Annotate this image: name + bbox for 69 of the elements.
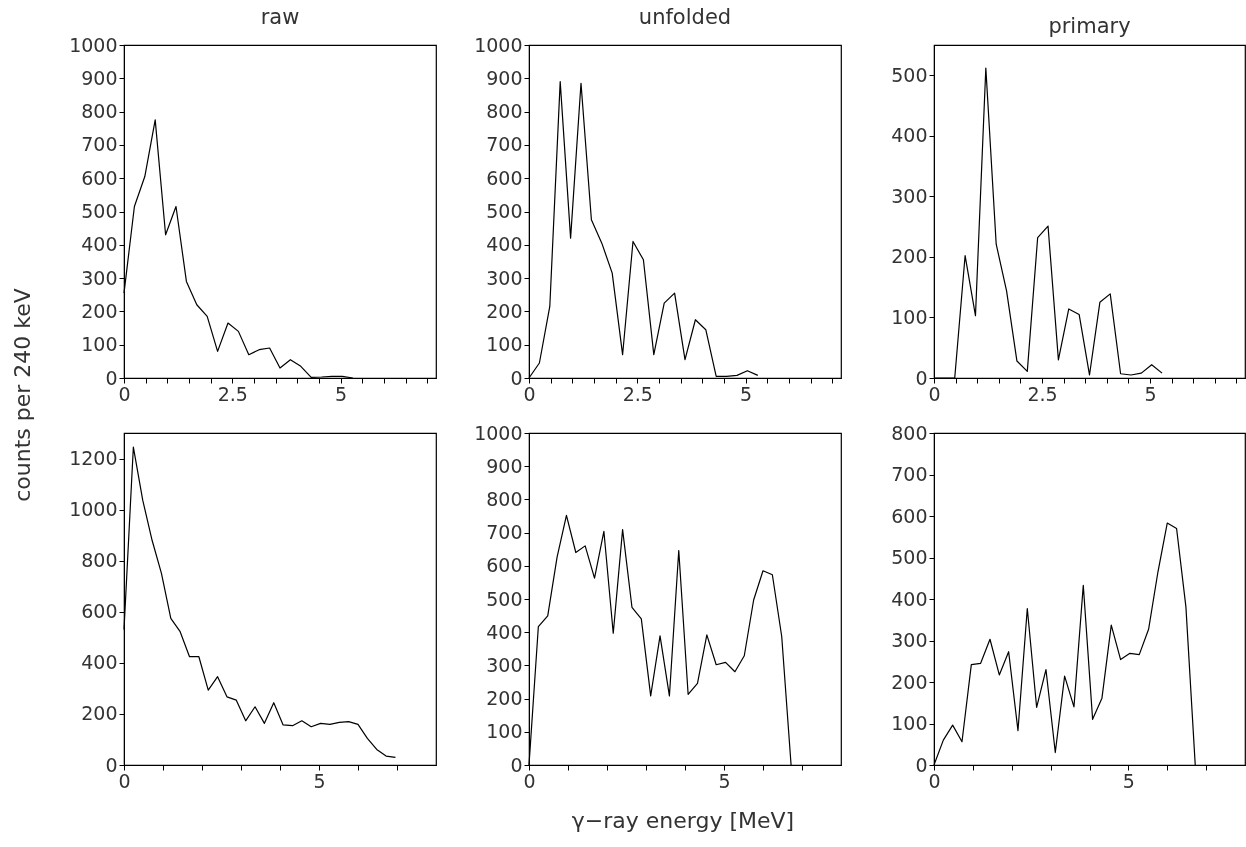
- y-tick-label: 700: [486, 133, 523, 156]
- y-tick-label: 500: [486, 200, 523, 222]
- x-tick-label: 2.5: [217, 382, 248, 405]
- y-tick-label: 600: [891, 504, 928, 527]
- y-tick-label: 400: [891, 587, 928, 610]
- y-tick-label: 300: [891, 184, 928, 207]
- y-tick-label: 1000: [69, 33, 118, 56]
- y-tick-label: 900: [486, 454, 523, 477]
- y-tick-label: 100: [486, 720, 523, 743]
- y-tick-label: 700: [486, 521, 523, 544]
- y-tick-label: 300: [486, 653, 523, 676]
- y-tick-label: 200: [81, 702, 118, 725]
- y-tick-label: 600: [486, 166, 523, 189]
- y-tick-label: 1200: [69, 447, 118, 470]
- y-tick-label: 900: [486, 66, 523, 89]
- y-tick-label: 100: [891, 712, 928, 734]
- y-tick-label: 100: [891, 305, 928, 328]
- y-tick-label: 500: [486, 587, 523, 610]
- y-tick-label: 300: [81, 266, 118, 289]
- y-tick-label: 800: [486, 100, 523, 123]
- y-tick-label: 300: [891, 629, 928, 651]
- y-tick-label: 100: [81, 333, 118, 356]
- y-tick-label: 700: [891, 463, 928, 485]
- y-tick-label: 500: [891, 63, 928, 86]
- y-tick-label: 0: [105, 753, 118, 776]
- y-tick-label: 400: [891, 124, 928, 147]
- y-tick-label: 600: [486, 554, 523, 577]
- y-tick-label: 200: [891, 245, 928, 268]
- x-tick-label: 5: [335, 382, 348, 405]
- y-tick-label: 400: [81, 233, 118, 256]
- y-axis-title: counts per 240 keV: [9, 288, 35, 502]
- y-tick-label: 800: [891, 421, 928, 444]
- y-tick-label: 0: [105, 366, 118, 389]
- y-tick-label: 800: [81, 100, 118, 123]
- y-tick-label: 0: [510, 753, 523, 776]
- y-tick-label: 200: [81, 299, 118, 322]
- x-tick-label: 2.5: [1027, 382, 1058, 405]
- x-tick-label: 2.5: [622, 382, 653, 405]
- x-tick-label: 5: [1122, 769, 1135, 792]
- y-tick-label: 400: [486, 620, 523, 643]
- x-tick-label: 5: [313, 769, 326, 792]
- y-tick-label: 0: [915, 366, 928, 389]
- y-tick-label: 0: [510, 366, 523, 389]
- y-tick-label: 500: [81, 200, 118, 222]
- y-tick-label: 100: [486, 333, 523, 356]
- y-tick-label: 900: [81, 66, 118, 89]
- y-tick-label: 1000: [474, 33, 523, 56]
- y-tick-label: 400: [486, 233, 523, 256]
- y-tick-label: 300: [486, 266, 523, 289]
- y-tick-label: 200: [486, 299, 523, 322]
- x-tick-label: 5: [740, 382, 753, 405]
- y-tick-label: 800: [81, 549, 118, 572]
- y-tick-label: 800: [486, 487, 523, 510]
- chart-title: unfolded: [638, 5, 732, 29]
- y-tick-label: 1000: [69, 498, 118, 521]
- y-tick-label: 600: [81, 166, 118, 189]
- y-tick-label: 700: [81, 133, 118, 156]
- y-tick-label: 600: [81, 600, 118, 623]
- y-tick-label: 200: [891, 670, 928, 693]
- chart-title: primary: [1048, 14, 1131, 38]
- y-tick-label: 400: [81, 651, 118, 674]
- y-tick-label: 0: [915, 753, 928, 776]
- chart-title: raw: [260, 5, 300, 29]
- x-tick-label: 5: [718, 769, 731, 792]
- y-tick-label: 200: [486, 687, 523, 710]
- x-tick-label: 5: [1144, 382, 1157, 405]
- x-axis-title: γ−ray energy [MeV]: [570, 808, 796, 833]
- y-tick-label: 1000: [474, 421, 523, 444]
- y-tick-label: 500: [891, 546, 928, 568]
